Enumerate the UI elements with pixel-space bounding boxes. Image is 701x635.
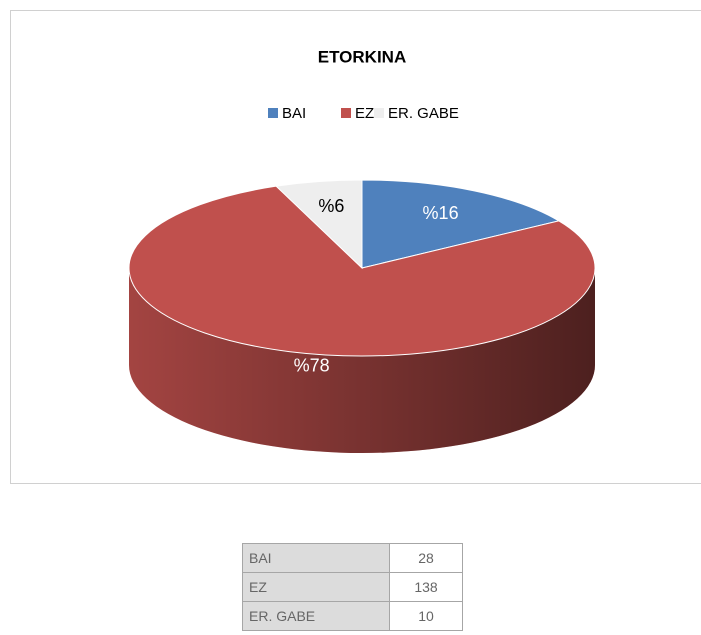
table-cell: ER. GABE: [242, 601, 390, 631]
data-label: %78: [294, 355, 330, 375]
legend-label: EZ: [355, 105, 374, 122]
pie: %16 %78 %6: [128, 179, 596, 453]
pie-slice: [275, 179, 363, 270]
table-row: BAI 28: [242, 543, 463, 573]
table-cell: EZ: [242, 572, 390, 602]
pie-side-shade: [129, 268, 595, 453]
legend: BAI EZ ER. GABE: [268, 105, 459, 122]
legend-swatch: [341, 108, 351, 118]
legend-swatch: [374, 108, 384, 118]
pie-slice: [361, 179, 561, 269]
chart-title: ETORKINA: [318, 47, 406, 66]
table-cell: 28: [389, 543, 463, 573]
data-label: %6: [318, 196, 344, 216]
table-row: ER. GABE 10: [242, 601, 463, 631]
legend-label: ER. GABE: [388, 105, 459, 122]
table-row: EZ 138: [242, 572, 463, 602]
table-cell: 138: [389, 572, 463, 602]
chart: ETORKINA BAI EZ ER. GABE %16 %78 %6: [10, 10, 701, 484]
legend-swatch: [268, 108, 278, 118]
data-table: BAI 28 EZ 138 ER. GABE 10: [242, 543, 463, 631]
pie-slice: [128, 185, 596, 357]
table-cell: BAI: [242, 543, 390, 573]
data-label: %16: [423, 203, 459, 223]
table-cell: 10: [389, 601, 463, 631]
legend-label: BAI: [282, 105, 306, 122]
